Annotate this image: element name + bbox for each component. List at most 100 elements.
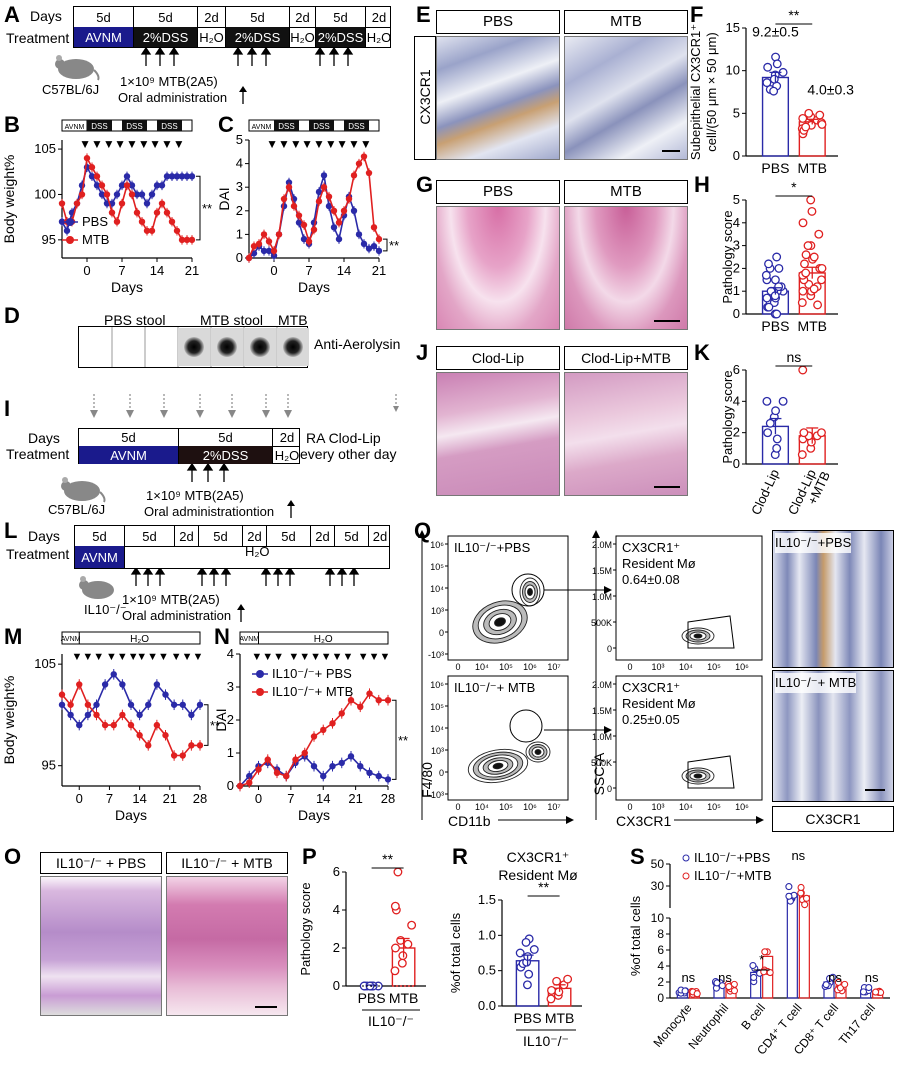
panel-label-p: P [302, 844, 317, 869]
y-tick-label: 1.5M [592, 566, 612, 576]
mtb-stool-label: MTB stool [200, 312, 264, 328]
y-tick-label: 95 [42, 232, 56, 247]
data-point [802, 894, 811, 902]
arrowhead-group: ▼▼▼ [72, 651, 105, 663]
e-header-mtb: MTB [564, 10, 688, 34]
data-point [797, 298, 807, 308]
data-point [398, 951, 408, 961]
cell: 2d [243, 526, 267, 546]
data-point [762, 293, 772, 303]
timeline-i-treat: AVNM 2%DSS H₂O [79, 446, 299, 464]
dss-segment [157, 120, 182, 131]
data-point [196, 742, 204, 749]
data-point [390, 901, 400, 911]
cell: 5d [79, 429, 179, 446]
treatment-label: Treatment [6, 30, 70, 46]
data-point [119, 681, 126, 688]
cell: 5d [125, 526, 175, 546]
data-point [173, 173, 181, 180]
data-point [264, 756, 271, 763]
y-tick-label: 0 [607, 644, 612, 654]
data-point [762, 78, 772, 88]
flow-plots: IL10⁻/⁻+PBS 10⁶ 10⁵ 10⁴ 10³ 0 -10³ 0 10⁴ 10⁵ 10⁶ 10… [418, 530, 764, 829]
y-axis-label: F4/80 [419, 762, 435, 798]
data-point [815, 110, 825, 120]
j-header-clodlip: Clod-Lip [436, 346, 560, 370]
x-tick-label: 10⁶ [735, 802, 749, 812]
x-tick-label: Clod-Lip [748, 467, 782, 517]
y-tick-label: 5 [236, 132, 243, 147]
data-point [148, 191, 156, 198]
x-tick-label: 10⁷ [547, 802, 560, 812]
histology-g-pbs [436, 206, 560, 330]
data-point [127, 721, 135, 729]
data-point [817, 263, 827, 273]
y-tick-label: 1.0M [592, 732, 612, 742]
panel-label-c: C [218, 112, 234, 137]
data-point [320, 726, 327, 734]
data-point [522, 980, 532, 990]
data-point [330, 224, 338, 231]
data-point [407, 920, 417, 930]
y-tick-label: 1 [733, 283, 740, 298]
y-tick-label: 1 [236, 226, 243, 241]
data-point [384, 776, 392, 783]
y-tick-label: 0.0 [478, 998, 496, 1013]
data-point [521, 937, 531, 947]
data-point [357, 703, 364, 710]
sig-label: ns [865, 970, 879, 985]
data-point [183, 236, 191, 244]
y-tick-label: 3 [227, 679, 234, 694]
q-ihc-caption: CX3CR1 [772, 806, 894, 832]
contour-ring [693, 633, 703, 639]
q-ihc-mtb-label: IL10⁻/⁻+ MTB [775, 673, 857, 693]
g-header-mtb: MTB [564, 180, 688, 204]
data-point [88, 173, 96, 180]
data-point [546, 994, 556, 1004]
timeline-a-days: 5d 5d 2d 5d 2d 5d 2d [74, 7, 390, 28]
y-tick-label: 0 [733, 456, 740, 471]
data-point [822, 981, 830, 989]
data-point [384, 697, 392, 704]
arrows-i [186, 464, 230, 482]
y-tick-label: 1 [227, 745, 234, 760]
data-point [772, 309, 782, 319]
days-label: Days [28, 430, 60, 446]
mtb-dose: 1×10⁹ MTB(2A5) [120, 74, 218, 89]
data-point [350, 172, 358, 179]
x-tick-label: 14 [337, 263, 351, 278]
arrowhead [604, 726, 612, 734]
data-point [148, 227, 156, 234]
histology-o-pbs [40, 876, 162, 1016]
data-point [330, 207, 338, 214]
y-tick-label: 500K [591, 618, 612, 628]
sig-bracket [392, 699, 397, 780]
panel-label-l: L [4, 518, 18, 543]
x-tick-label: B cell [738, 1001, 768, 1032]
clodlip-arrows [90, 394, 399, 418]
data-point [834, 978, 842, 986]
data-point [806, 195, 816, 205]
data-point [798, 114, 808, 123]
data-point [136, 711, 143, 719]
cell: 2d [372, 528, 388, 544]
gate-subtitle: Resident Mø [622, 556, 696, 571]
data-point [170, 701, 178, 708]
y-axis-label: Body weight% [1, 155, 17, 244]
y-tick-label: 0 [607, 784, 612, 794]
x-tick-label: 10⁵ [499, 802, 513, 812]
y-tick-label: 6 [333, 864, 340, 879]
x-tick-label: MTB [545, 1010, 575, 1026]
data-point [138, 218, 146, 225]
x-tick-label: 10⁴ [679, 662, 693, 672]
data-point [273, 769, 281, 776]
histology-j-clodlip-mtb [564, 372, 688, 496]
sig-label: ** [788, 7, 799, 23]
x-tick-label: 10⁷ [547, 662, 560, 672]
oral-admin: Oral administration [122, 608, 232, 623]
y-tick-label: 4 [657, 959, 664, 973]
data-point [118, 182, 126, 189]
data-point [300, 235, 308, 243]
dss-segment [87, 120, 112, 131]
data-point [360, 153, 368, 160]
